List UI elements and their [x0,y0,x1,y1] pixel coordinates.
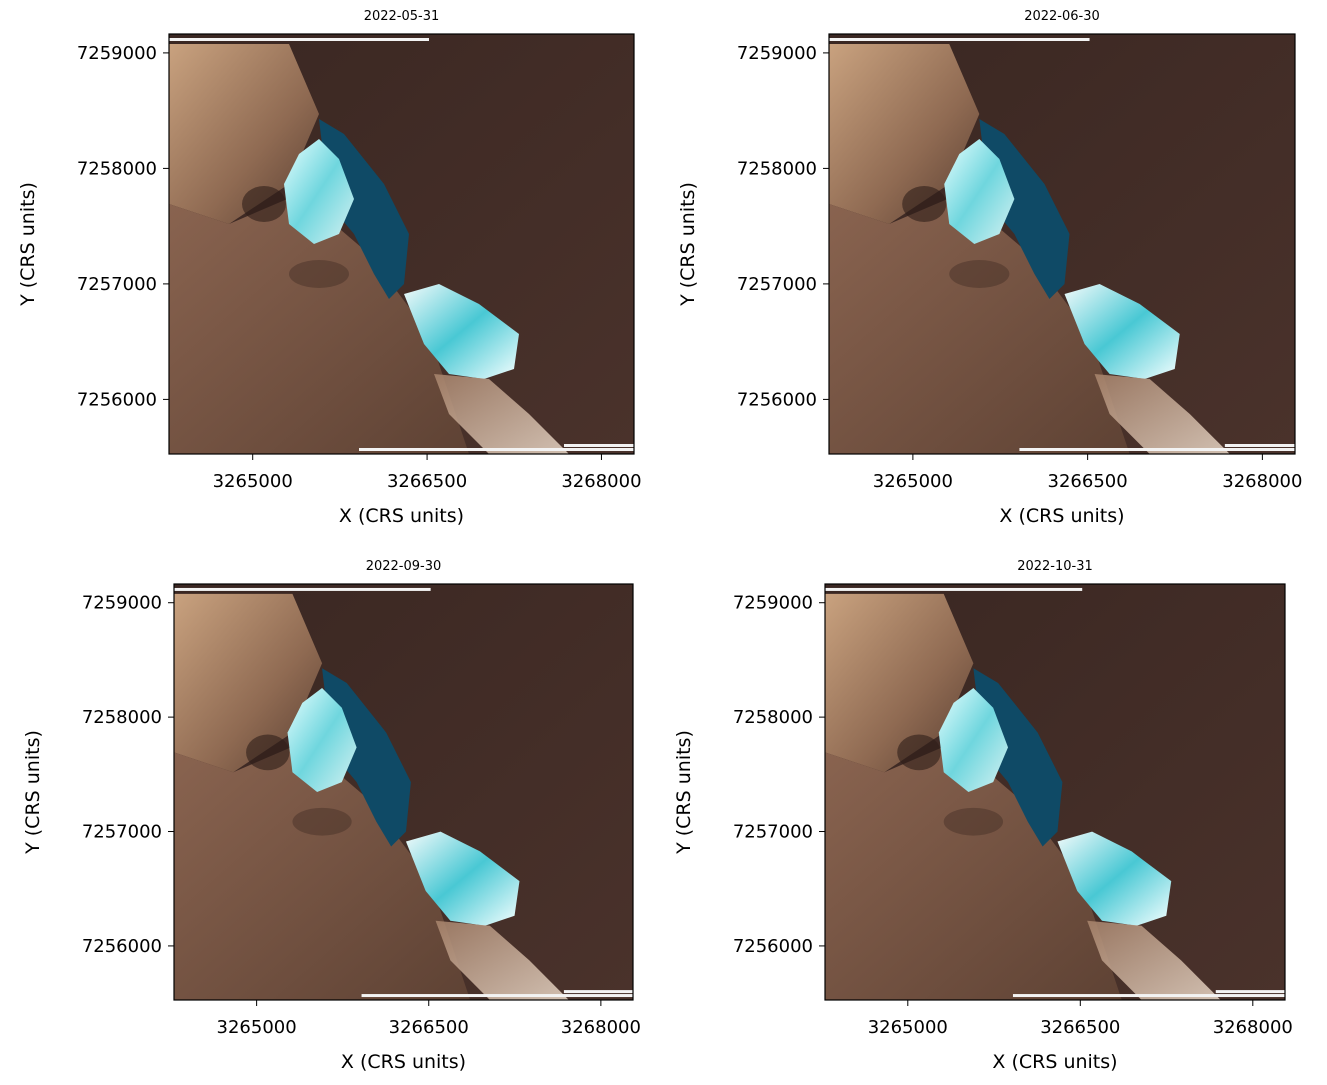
y-tick-label: 7259000 [737,43,817,64]
satellite-image [825,584,1285,1000]
axes-frame [173,583,634,1001]
panel-title: 2022-10-31 [1017,559,1093,574]
y-tick-label: 7259000 [733,593,813,614]
y-tick-label: 7256000 [733,936,813,957]
x-axis-label: X (CRS units) [341,1051,466,1073]
x-tick-label: 3265000 [868,1017,948,1038]
y-tick-label: 7257000 [82,822,162,843]
y-tick-label: 7258000 [77,158,157,179]
y-tick-label: 7258000 [82,707,162,728]
satellite-image [829,34,1295,454]
x-axis-label: X (CRS units) [999,505,1124,527]
axes-frame [828,33,1296,455]
x-tick-label: 3266500 [387,471,467,492]
y-axis-label: Y (CRS units) [673,730,695,855]
y-tick-label: 7256000 [737,389,817,410]
panel-title: 2022-05-31 [364,9,440,24]
y-axis-label: Y (CRS units) [17,182,39,307]
y-tick-label: 7259000 [82,593,162,614]
y-axis-label: Y (CRS units) [22,730,44,855]
map-panel: 2022-10-31 3265000 3266500 3268000 7259000 72… [673,559,1293,1073]
x-tick-label: 3268000 [1222,471,1302,492]
x-tick-label: 3268000 [1213,1017,1293,1038]
x-tick-label: 3265000 [217,1017,297,1038]
x-tick-label: 3266500 [1040,1017,1120,1038]
x-tick-label: 3266500 [1048,471,1128,492]
panel-title: 2022-06-30 [1024,9,1100,24]
map-panel: 2022-06-30 3265000 3266500 3268000 7259000 72… [677,9,1302,527]
map-panel: 2022-09-30 3265000 3266500 3268000 7259000 72… [22,559,641,1073]
y-tick-label: 7259000 [77,43,157,64]
y-tick-label: 7256000 [77,389,157,410]
x-axis-label: X (CRS units) [992,1051,1117,1073]
satellite-image [174,584,633,1000]
y-tick-label: 7258000 [733,707,813,728]
axes-frame [168,33,635,455]
x-axis-label: X (CRS units) [339,505,464,527]
x-tick-label: 3268000 [561,471,641,492]
y-tick-label: 7257000 [737,274,817,295]
x-tick-label: 3265000 [873,471,953,492]
y-tick-label: 7258000 [737,158,817,179]
y-tick-label: 7257000 [77,274,157,295]
x-tick-label: 3268000 [561,1017,641,1038]
satellite-image [169,34,634,454]
map-panel: 2022-05-31 3265000 3266500 3268000 7259000 72… [17,9,642,527]
y-axis-label: Y (CRS units) [677,182,699,307]
axes-frame [824,583,1286,1001]
y-tick-label: 7257000 [733,822,813,843]
x-tick-label: 3266500 [389,1017,469,1038]
panel-title: 2022-09-30 [366,559,442,574]
y-tick-label: 7256000 [82,936,162,957]
x-tick-label: 3265000 [213,471,293,492]
